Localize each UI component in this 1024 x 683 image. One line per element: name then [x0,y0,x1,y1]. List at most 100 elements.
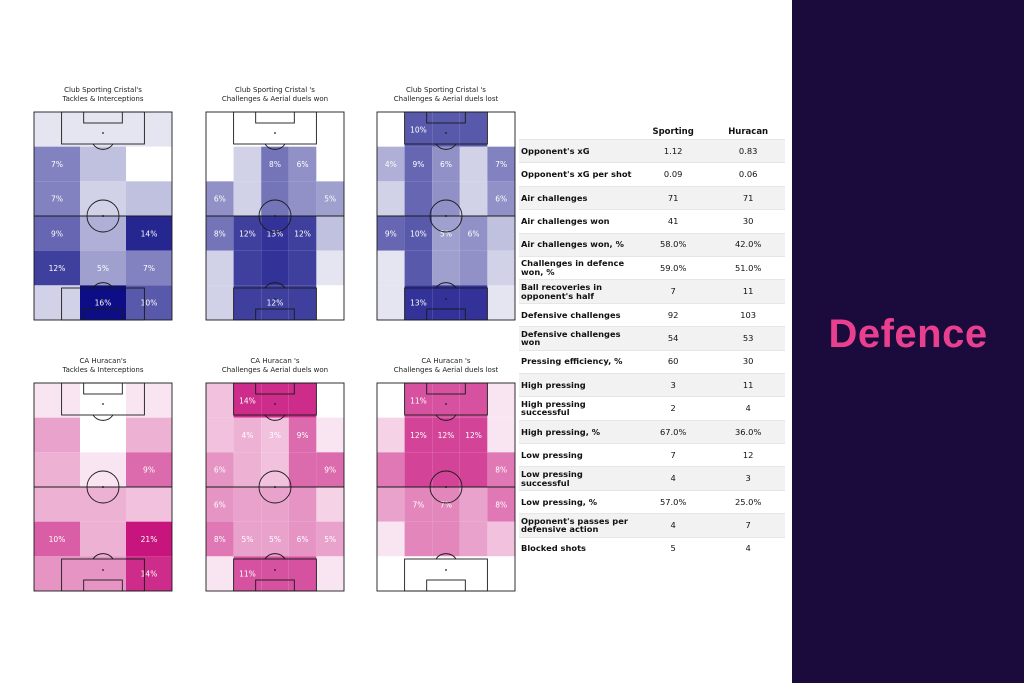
zone-value-label: 5% [241,535,253,544]
heatmap-zone [288,487,317,522]
penalty-spot-top [102,403,104,405]
goal-area-bottom [83,308,123,321]
zone-value-label: 12% [49,264,66,273]
center-spot [274,486,276,488]
heatmap-zone [316,521,344,557]
stats-sporting-value: 71 [635,185,712,210]
stats-row: Defensive challenges 92 103 [519,302,785,327]
heatmap-title: Challenges & Aerial duels lost [394,366,499,374]
stats-row: Opponent's passes per defensive action 4 7 [519,513,785,538]
stats-metric-label: Blocked shots [519,536,635,561]
heatmap-zone [459,112,488,147]
stats-huracan-value: 30 [711,209,785,234]
heatmap-zone [80,181,126,216]
zone-value-label: 14% [239,396,256,405]
heatmap-zone [487,285,515,320]
stats-row: Air challenges won, % 58.0% 42.0% [519,232,785,257]
zone-value-label: 9% [412,160,424,169]
stats-row: Opponent's xG 1.12 0.83 [519,138,785,163]
zone-value-label: 9% [297,431,309,440]
heatmap-zone [288,285,317,320]
heatmap-zone [288,112,317,147]
stats-sporting-value: 1.12 [635,138,712,163]
stats-huracan-value: 4 [711,536,785,561]
heatmap-zone [261,417,289,453]
goal-area-top [426,382,466,395]
stats-metric-label: High pressing successful [519,396,635,421]
heatmap-zone [459,146,488,182]
heatmap-zone [288,383,317,418]
stats-body: Opponent's xG 1.12 0.83 Opponent's xG per s… [519,138,785,561]
stats-sporting-value: 7 [635,443,712,467]
stats-huracan-value: 103 [711,302,785,327]
zone-value-label: 11% [239,570,256,579]
heatmap-zone [316,181,344,216]
heatmap-zone [206,556,234,591]
heatmap-zone [487,181,515,216]
zone-value-label: 8% [214,229,226,238]
heatmap-zone [316,285,344,320]
stats-metric-label: Air challenges [519,185,635,210]
zone-value-label: 16% [95,299,112,308]
heatmap-zone [206,417,234,453]
heatmap-zone [377,417,405,453]
heatmap-zone [487,146,515,182]
zone-value-label: 8% [495,466,507,475]
stats-huracan-value: 11 [711,279,785,304]
zone-value-label: 13% [267,229,284,238]
zone-value-label: 8% [214,535,226,544]
heatmap-zone [377,112,405,147]
heatmap-zone [404,417,433,453]
heatmap-zone [261,383,289,418]
goal-area-top [255,111,295,124]
heatmap-zone [288,146,317,182]
heatmap-zone [206,250,234,286]
penalty-spot-bottom [274,298,276,300]
heatmap-zone [404,146,433,182]
heatmap-zone [316,452,344,487]
heatmap-zone [487,487,515,522]
stats-row: Opponent's xG per shot 0.09 0.06 [519,162,785,187]
content-area: Club Sporting Cristal's Tackles & Interce… [33,86,785,592]
stats-metric-label: Opponent's xG [519,138,635,163]
stats-metric-label: Air challenges won [519,209,635,234]
stats-sporting-value: 2 [635,396,712,421]
goal-area-bottom [83,579,123,592]
heatmap-zone [377,181,405,216]
heatmap-zone [206,285,234,320]
heatmap-zone [233,216,262,251]
zone-value-label: 4% [241,431,253,440]
heatmap-zone [404,487,433,522]
heatmap-title: Club Sporting Cristal 's [235,86,315,94]
stats-row: High pressing, % 67.0% 36.0% [519,419,785,444]
stats-metric-label: Air challenges won, % [519,232,635,257]
heatmap-zone [261,556,289,591]
heatmap-zone [487,383,515,418]
zone-value-label: 9% [51,229,63,238]
penalty-arc-bottom [92,282,114,289]
stats-huracan-value: 12 [711,443,785,467]
stats-row: Low pressing successful 4 3 [519,466,785,491]
center-circle [258,199,292,233]
heatmap-title: Tackles & Interceptions [61,95,143,103]
heatmap-zone [459,216,488,251]
heatmap-zone [487,250,515,286]
heatmap-zone [377,146,405,182]
heatmap-zone [404,521,433,557]
center-spot [102,215,104,217]
stats-sporting-value: 41 [635,209,712,234]
heatmap-zone [80,383,126,418]
stats-huracan-value: 0.06 [711,162,785,187]
center-circle [429,470,463,504]
zone-value-label: 21% [141,535,158,544]
heatmap-zone [316,417,344,453]
heatmap-zone [487,521,515,557]
heatmap-zone [432,556,460,591]
zone-value-label: 7% [51,195,63,204]
stats-sporting-value: 67.0% [635,419,712,444]
heatmap-zone [487,452,515,487]
heatmap-zone [459,417,488,453]
stats-metric-label: Opponent's xG per shot [519,162,635,187]
heatmap-title: Challenges & Aerial duels won [222,95,328,103]
